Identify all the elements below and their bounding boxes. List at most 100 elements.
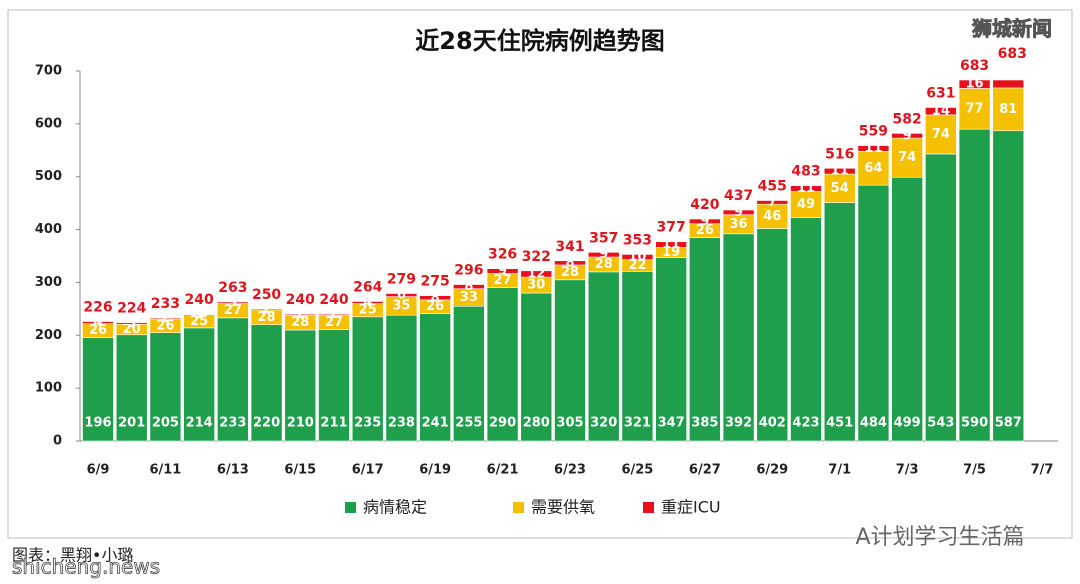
total-label: 683	[960, 58, 989, 74]
x-tick-label: 6/13	[217, 463, 249, 478]
bar-segment	[790, 185, 822, 192]
segment-label: 22	[628, 258, 646, 273]
segment-label: 214	[186, 416, 213, 431]
segment-label: 46	[763, 209, 781, 224]
segment-label: 347	[658, 416, 685, 431]
bar-segment	[351, 316, 384, 442]
legend-label: 需要供氧	[531, 498, 595, 517]
total-label: 326	[488, 247, 517, 263]
segment-label: 320	[590, 416, 617, 431]
bar-segment	[958, 79, 991, 89]
segment-label: 26	[156, 318, 174, 333]
bar-segment	[958, 128, 991, 442]
segment-label: 241	[422, 416, 449, 431]
bar-segment	[925, 114, 957, 155]
y-tick-label: 700	[35, 64, 62, 79]
bar-segment	[823, 202, 856, 442]
bar-segment	[992, 79, 1025, 89]
segment-label: 484	[860, 416, 887, 431]
plot: 0 100 200 300 400 500 600 700 6/9 6/11 6/13 6/15 6/1…	[35, 46, 1058, 517]
segment-label: 30	[527, 278, 545, 293]
segment-label: 205	[152, 416, 179, 431]
y-tick-label: 200	[35, 328, 62, 343]
bar-segment	[453, 284, 485, 290]
total-label: 341	[555, 239, 584, 255]
bar-segment	[217, 301, 249, 304]
segment-label: 28	[258, 310, 276, 325]
bar-segment	[554, 260, 586, 266]
segment-label: 590	[961, 416, 988, 431]
segment-label: 4	[363, 295, 372, 310]
y-tick-label: 100	[35, 381, 62, 396]
segment-label: 9	[734, 205, 743, 220]
segment-label: 235	[354, 416, 381, 431]
bar-segment	[520, 292, 553, 442]
total-label: 279	[387, 272, 416, 288]
segment-label: 6	[397, 288, 406, 303]
bar-segment	[82, 337, 114, 442]
total-label: 582	[893, 111, 922, 127]
segment-label: 10	[628, 250, 646, 265]
segment-label: 255	[455, 416, 482, 431]
bar-segment	[419, 313, 451, 442]
segment-label: 35	[392, 298, 410, 313]
total-label: 377	[657, 220, 686, 236]
bar-segment	[250, 324, 283, 442]
segment-label: 14	[932, 104, 950, 119]
legend-swatch	[345, 502, 356, 513]
bar-segment	[689, 237, 721, 442]
segment-label: 11	[797, 181, 815, 196]
segment-label: 196	[84, 416, 111, 431]
segment-label: 27	[494, 273, 512, 288]
segment-label: 2	[161, 311, 170, 326]
segment-label: 2	[329, 307, 338, 322]
segment-label: 385	[691, 416, 718, 431]
x-tick-label: 6/9	[87, 463, 110, 478]
total-label: 240	[185, 292, 214, 308]
watermark-logo: 狮城新闻	[972, 17, 1052, 41]
segment-label: 9	[498, 264, 507, 279]
bar-segment	[554, 279, 586, 442]
bar-segment	[318, 313, 350, 316]
segment-label: 7	[768, 195, 777, 210]
bar-segment	[587, 252, 620, 258]
segment-label: 54	[831, 181, 849, 196]
bar-segment	[689, 218, 721, 225]
segment-label: 8	[431, 290, 440, 305]
segment-label: 280	[523, 416, 550, 431]
segment-label: 28	[291, 315, 309, 330]
bar-segment	[621, 271, 654, 442]
segment-label: 3	[228, 295, 237, 310]
segment-label: 392	[725, 416, 752, 431]
segment-label: 12	[527, 266, 545, 281]
segment-label: 2	[262, 302, 271, 317]
bar-segment	[587, 271, 620, 442]
y-tick-label: 0	[53, 434, 62, 449]
segment-label: 423	[792, 416, 819, 431]
segment-label: 15	[1026, 76, 1044, 91]
bar-segment	[992, 87, 1025, 132]
x-tick-label: 7/1	[828, 463, 851, 478]
bar-segment	[351, 301, 384, 304]
segment-label: 238	[388, 416, 415, 431]
segment-label: 402	[759, 416, 786, 431]
x-tick-label: 6/21	[487, 463, 519, 478]
segment-label: 305	[556, 416, 583, 431]
segment-label: 211	[320, 416, 347, 431]
bar-segment	[385, 314, 418, 442]
segment-label: 8	[464, 279, 473, 294]
bar-segment	[284, 313, 317, 316]
total-label: 559	[859, 124, 888, 140]
bar-segment	[925, 153, 957, 442]
segment-label: 587	[995, 416, 1022, 431]
bar-segment	[756, 200, 789, 205]
y-tick-label: 300	[35, 275, 62, 290]
segment-label: 74	[898, 150, 916, 165]
bar-segment	[891, 133, 923, 139]
legend-swatch	[643, 502, 654, 513]
total-label: 264	[353, 279, 382, 295]
segment-label: 28	[595, 257, 613, 272]
legend-label: 病情稳定	[363, 498, 427, 517]
segment-label: 27	[224, 303, 242, 318]
